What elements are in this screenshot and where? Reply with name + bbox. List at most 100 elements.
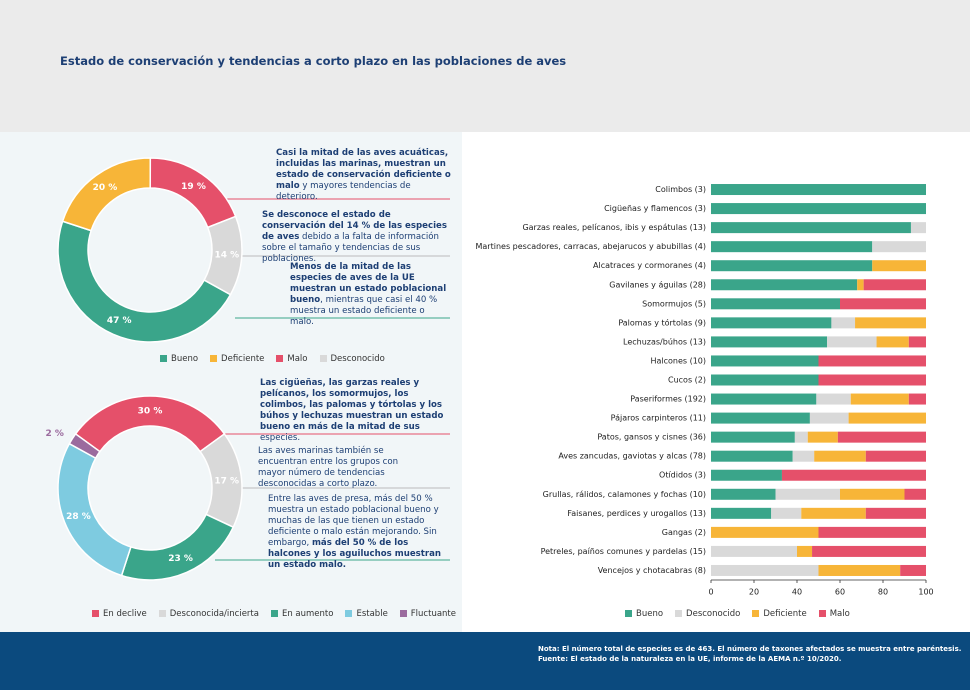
legend-item: En aumento xyxy=(270,609,333,619)
legend-item: Deficiente xyxy=(210,354,264,364)
y-tick-label: Paseriformes (192) xyxy=(630,395,706,404)
value-label: 47 % xyxy=(107,316,132,326)
bar-segment xyxy=(711,355,819,367)
legend-swatch xyxy=(210,355,218,362)
bar-segment xyxy=(711,488,776,500)
bar-segment xyxy=(711,374,819,386)
legend-label: Desconocido xyxy=(330,354,385,364)
footer-band xyxy=(0,632,970,690)
y-tick-label: Gangas (2) xyxy=(662,528,706,537)
legend-swatch xyxy=(276,355,284,362)
value-label: 30 % xyxy=(138,407,163,417)
bar-segment xyxy=(827,336,877,348)
y-tick-label: Halcones (10) xyxy=(650,356,706,365)
bar-segment xyxy=(797,545,813,557)
annotation-text: Casi la mitad de las aves acuáticas, inc… xyxy=(276,148,451,191)
bar-segment xyxy=(865,507,926,519)
annotation-text: y mayores tendencias de deterioro. xyxy=(276,181,411,202)
legend-label: Deficiente xyxy=(221,354,265,364)
legend-swatch xyxy=(92,610,99,617)
annotation: Las cigüeñas, las garzas reales y pelíca… xyxy=(260,378,455,444)
annotation: Menos de la mitad de las especies de ave… xyxy=(290,262,450,328)
legend-item: Estable xyxy=(345,609,388,619)
footer-note: Nota: El número total de especies es de … xyxy=(538,645,962,653)
donut-segment xyxy=(68,432,101,460)
bar-segment xyxy=(818,564,901,576)
legend-label: Estable xyxy=(356,609,388,619)
annotation: Se desconoce el estado de conservación d… xyxy=(262,210,452,265)
annotation-text: Menos de la mitad de las especies de ave… xyxy=(290,262,447,305)
bar-segment xyxy=(863,279,926,291)
legend-swatch xyxy=(752,610,760,617)
bar-segment xyxy=(711,545,797,557)
annotation-text: Las aves marinas también se encuentran e… xyxy=(258,446,399,489)
y-tick-label: Palomas y tórtolas (9) xyxy=(618,317,706,327)
y-tick-label: Alcatraces y cormoranes (4) xyxy=(593,261,706,270)
legend-item: Desconocida/incierta xyxy=(158,609,259,619)
x-tick-label: 40 xyxy=(792,588,802,597)
bar-segment xyxy=(904,488,926,500)
bar-segment xyxy=(855,317,926,329)
header-band xyxy=(0,0,970,132)
bar-segment xyxy=(850,393,909,405)
value-label: 19 % xyxy=(181,182,206,192)
legend-swatch xyxy=(158,610,166,617)
bar-segment xyxy=(711,317,832,329)
footer-source: Fuente: El estado de la naturaleza en la… xyxy=(538,655,842,663)
x-tick-label: 20 xyxy=(749,588,759,597)
bar-segment xyxy=(816,393,851,405)
bar-segment xyxy=(711,336,828,348)
legend-item: Bueno xyxy=(160,354,198,364)
bar-segment xyxy=(711,564,819,576)
legend-label: Desconocido xyxy=(686,609,741,619)
y-tick-label: Patos, gansos y cisnes (36) xyxy=(597,433,706,442)
bar-segment xyxy=(711,431,795,443)
donut-segment xyxy=(74,395,226,453)
legend-label: Bueno xyxy=(636,609,664,619)
legend-swatch xyxy=(625,610,632,617)
legend-swatch xyxy=(345,610,353,617)
bar-segment xyxy=(711,222,911,234)
y-tick-label: Cigüeñas y flamencos (3) xyxy=(604,204,706,213)
bar-segment xyxy=(711,526,819,538)
bar-segment xyxy=(775,488,840,500)
legend: Bueno Desconocido Deficiente Malo xyxy=(625,609,850,619)
legend-label: Desconocida/incierta xyxy=(169,609,259,619)
bar-segment xyxy=(818,355,926,367)
legend-item: Deficiente xyxy=(752,609,807,619)
bar-segment xyxy=(837,431,926,443)
legend-item: En declive xyxy=(92,609,147,619)
bar-segment xyxy=(771,507,802,519)
y-tick-label: Aves zancudas, gaviotas y alcas (78) xyxy=(558,452,706,461)
bar-segment xyxy=(872,241,926,253)
donut-segment xyxy=(120,513,235,581)
annotation-text: Entre las aves de presa, más del 50 % mu… xyxy=(268,494,439,548)
bar-segment xyxy=(711,450,793,462)
value-label: 17 % xyxy=(214,476,239,486)
x-tick-label: 60 xyxy=(835,588,845,597)
bar-segment xyxy=(792,450,815,462)
annotation-text: , mientras que casi el 40 % muestra un e… xyxy=(290,295,438,327)
donut-segment xyxy=(149,157,237,229)
value-label: 28 % xyxy=(66,512,91,522)
y-tick-label: Garzas reales, pelícanos, ibis y espátul… xyxy=(522,223,706,232)
annotation-text: debido a la falta de información sobre e… xyxy=(262,232,439,264)
bar-segment xyxy=(801,507,866,519)
legend-swatch xyxy=(270,610,278,617)
bar-segment xyxy=(711,203,926,215)
bar-segment xyxy=(876,336,909,348)
legend-label: Deficiente xyxy=(763,609,807,619)
y-tick-label: Gavilanes y águilas (28) xyxy=(609,280,706,289)
legend-item: Desconocido xyxy=(319,354,385,364)
y-tick-label: Petreles, paíños comunes y pardelas (15) xyxy=(541,547,706,556)
donut-segment xyxy=(57,442,132,577)
legend: Bueno Deficiente Malo Desconocido xyxy=(160,354,385,364)
legend-label: Malo xyxy=(287,354,308,364)
y-tick-label: Martines pescadores, carracas, abejaruco… xyxy=(476,242,707,251)
annotation-text: Las cigüeñas, las garzas reales y pelíca… xyxy=(260,378,444,432)
annotation: Las aves marinas también se encuentran e… xyxy=(258,446,408,490)
legend-label: Malo xyxy=(829,609,850,619)
bar-segment xyxy=(872,260,926,272)
annotation-text: más del 50 % de los halcones y los aguil… xyxy=(268,538,442,570)
bar-segment xyxy=(711,260,873,272)
